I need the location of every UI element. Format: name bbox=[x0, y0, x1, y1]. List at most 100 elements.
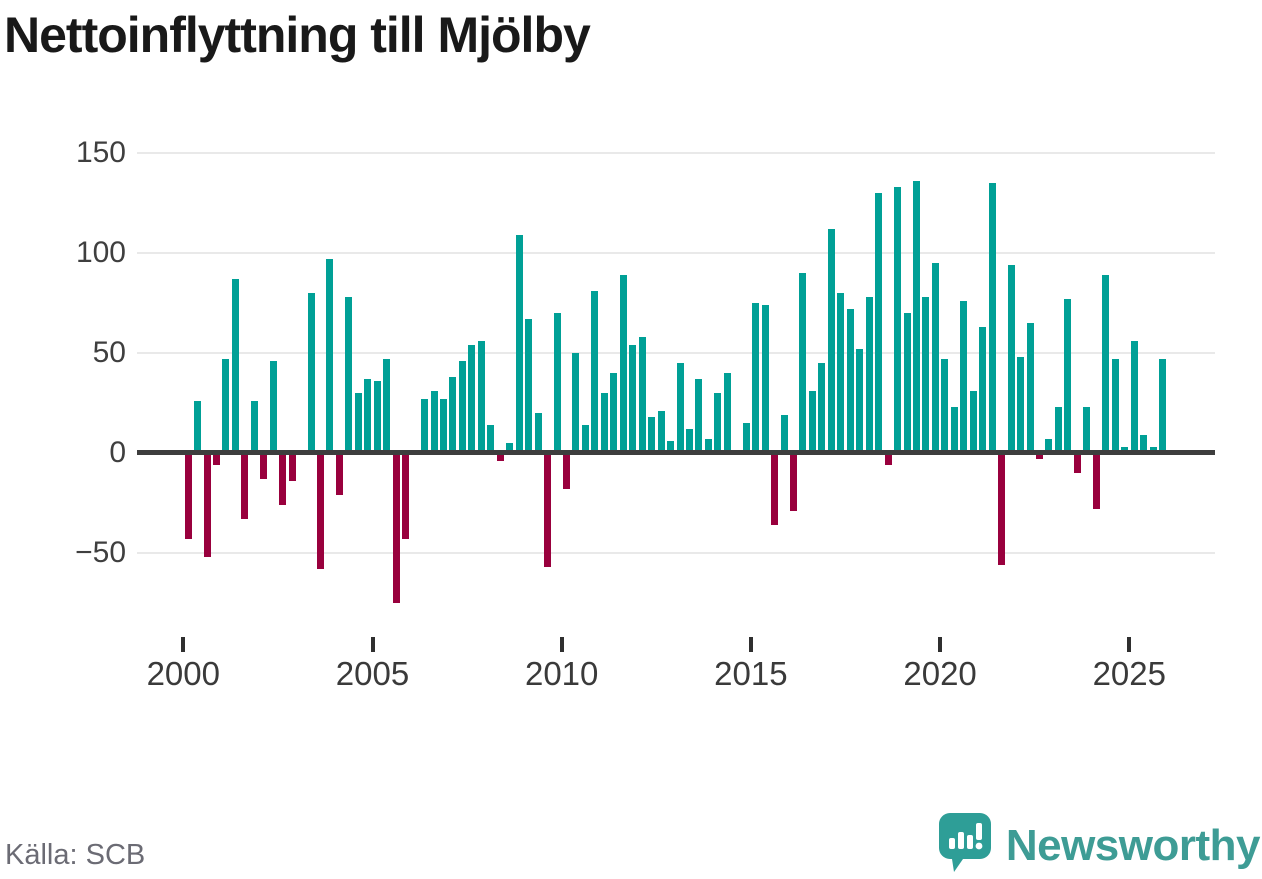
bar bbox=[449, 376, 457, 453]
bar bbox=[335, 452, 343, 495]
bar bbox=[1007, 264, 1015, 453]
bar bbox=[704, 438, 712, 453]
bar bbox=[752, 302, 760, 453]
bar bbox=[1149, 446, 1157, 453]
bar bbox=[1064, 298, 1072, 453]
bar bbox=[941, 358, 949, 453]
bar bbox=[695, 378, 703, 453]
bar bbox=[619, 274, 627, 453]
x-axis-label: 2000 bbox=[146, 655, 220, 692]
bar bbox=[260, 452, 268, 479]
x-axis-tick bbox=[181, 637, 186, 652]
bar bbox=[808, 390, 816, 453]
gridline bbox=[137, 151, 1215, 154]
bar bbox=[1026, 322, 1034, 453]
bar bbox=[487, 424, 495, 453]
bar bbox=[383, 358, 391, 453]
bar bbox=[875, 192, 883, 453]
bar bbox=[998, 452, 1006, 565]
bar bbox=[326, 258, 334, 453]
bar bbox=[1045, 438, 1053, 453]
x-axis-label: 2015 bbox=[714, 655, 788, 692]
bar bbox=[714, 392, 722, 453]
bar bbox=[1035, 452, 1043, 459]
bar bbox=[212, 452, 220, 465]
bar bbox=[931, 262, 939, 453]
bar bbox=[241, 452, 249, 519]
x-axis-tick bbox=[370, 637, 375, 652]
bar bbox=[894, 186, 901, 453]
x-axis-tick bbox=[748, 637, 753, 652]
bar bbox=[648, 416, 656, 453]
bar bbox=[657, 410, 665, 453]
bar bbox=[194, 400, 201, 453]
bar bbox=[903, 312, 911, 453]
bar bbox=[288, 452, 296, 481]
bar bbox=[1102, 274, 1110, 453]
bar bbox=[279, 452, 287, 505]
zero-axis-line bbox=[137, 450, 1215, 455]
bar bbox=[1083, 406, 1091, 453]
bar bbox=[373, 380, 381, 453]
bar bbox=[818, 362, 826, 453]
bar bbox=[856, 348, 864, 453]
bar bbox=[496, 452, 504, 461]
bar bbox=[790, 452, 797, 511]
bar bbox=[468, 344, 476, 453]
bar bbox=[222, 358, 230, 453]
bar bbox=[676, 362, 684, 453]
x-axis-tick bbox=[938, 637, 943, 652]
bar bbox=[307, 292, 315, 453]
bar bbox=[458, 360, 466, 453]
bar bbox=[591, 290, 599, 453]
bar bbox=[629, 344, 637, 453]
bar bbox=[1121, 446, 1129, 453]
bar bbox=[799, 272, 807, 453]
bar bbox=[392, 452, 400, 603]
y-axis-label: 0 bbox=[109, 435, 126, 469]
bar bbox=[837, 292, 845, 453]
bar bbox=[988, 182, 996, 453]
bar bbox=[950, 406, 958, 453]
y-axis-label: 100 bbox=[75, 235, 126, 269]
bar bbox=[827, 228, 835, 453]
bar bbox=[203, 452, 211, 557]
x-axis-label: 2025 bbox=[1092, 655, 1166, 692]
gridline bbox=[137, 351, 1215, 354]
bar bbox=[1092, 452, 1100, 509]
bar bbox=[364, 378, 372, 453]
bar bbox=[1140, 434, 1147, 453]
bar bbox=[553, 312, 561, 453]
bar bbox=[1054, 406, 1062, 453]
bar bbox=[477, 340, 485, 453]
y-axis-label: −50 bbox=[75, 535, 126, 569]
y-axis-label: 50 bbox=[92, 335, 126, 369]
bar bbox=[761, 304, 769, 453]
bar bbox=[562, 452, 570, 489]
x-axis-tick bbox=[559, 637, 564, 652]
x-axis-tick bbox=[1127, 637, 1132, 652]
bar bbox=[913, 180, 920, 453]
bar bbox=[581, 424, 589, 453]
y-axis-label: 150 bbox=[75, 135, 126, 169]
bar bbox=[402, 452, 410, 539]
bar bbox=[354, 392, 362, 453]
brand-footer: Newsworthy bbox=[938, 812, 1261, 879]
bar bbox=[184, 452, 192, 539]
bar bbox=[231, 278, 239, 453]
bar bbox=[600, 392, 608, 453]
bar bbox=[1073, 452, 1081, 473]
bar bbox=[771, 452, 779, 525]
bar bbox=[345, 296, 353, 453]
chart-title: Nettoinflyttning till Mjölby bbox=[4, 7, 591, 63]
bar bbox=[780, 414, 788, 453]
bar bbox=[544, 452, 551, 567]
bar bbox=[1158, 358, 1166, 453]
bar bbox=[610, 372, 618, 453]
bar bbox=[440, 398, 447, 453]
bar bbox=[506, 442, 514, 453]
bar bbox=[421, 398, 428, 453]
bar bbox=[525, 318, 533, 453]
bar bbox=[667, 440, 674, 453]
brand-wordmark: Newsworthy bbox=[1005, 820, 1261, 870]
